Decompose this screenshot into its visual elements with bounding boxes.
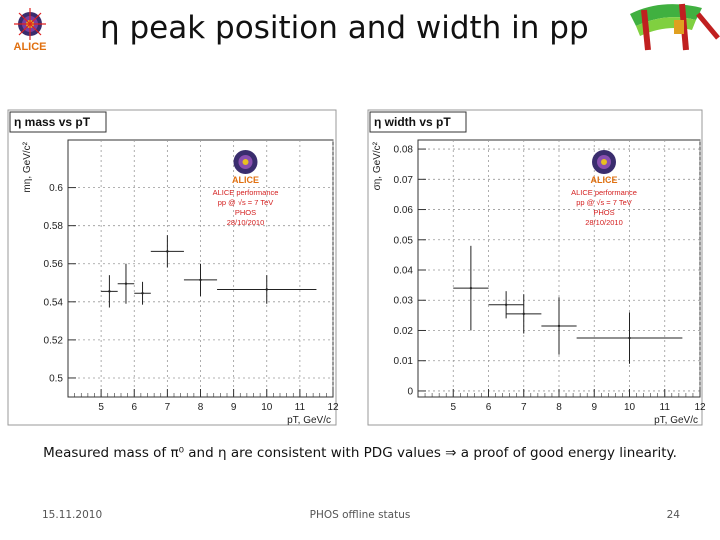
x-tick-label: 8 — [198, 402, 204, 413]
data-point — [124, 282, 128, 285]
x-tick-label: 5 — [98, 402, 104, 413]
y-tick-label: 0.6 — [49, 183, 63, 194]
eta-mass-chart: 5 6 7 8 9 10 11 12 0.5 0.52 0.54 0.56 0.58 0.6 η mass … — [7, 109, 339, 426]
y-tick-label: 0.52 — [44, 335, 64, 346]
data-point — [199, 278, 202, 282]
chart-title: η width vs pT — [374, 115, 451, 129]
x-tick-label: 6 — [486, 402, 492, 413]
watermark-text-line: PHOS — [235, 208, 256, 217]
data-point — [504, 303, 508, 306]
x-tick-label: 12 — [694, 402, 706, 413]
x-tick-label: 5 — [450, 402, 456, 413]
data-point — [557, 324, 561, 328]
y-tick-label: 0.04 — [394, 266, 414, 277]
footer-date: 15.11.2010 — [42, 509, 103, 521]
y-tick-label: 0 — [407, 386, 413, 397]
y-tick-label: 0.05 — [394, 235, 414, 246]
plot-area — [417, 139, 701, 398]
alice-logo-text: ALICE — [14, 41, 47, 52]
y-tick-label: 0.08 — [394, 145, 414, 156]
data-point — [522, 312, 525, 316]
x-tick-label: 11 — [660, 402, 671, 413]
x-axis-label: pT, GeV/c — [287, 415, 331, 426]
watermark-text-line: pp @ √s = 7 TeV — [218, 198, 274, 207]
eta-width-chart: 5 6 7 8 9 10 11 12 0 0.01 0.02 0.03 0.04 0.05 0.06 0.07… — [367, 109, 706, 426]
y-tick-label: 0.01 — [394, 356, 414, 367]
watermark-logo-core — [242, 159, 249, 165]
y-axis-label: ση, GeV/c² — [372, 141, 383, 190]
watermark-logo-core — [601, 159, 607, 165]
chart-title-box — [9, 111, 107, 133]
x-tick-label: 9 — [231, 402, 237, 413]
x-tick-label: 10 — [624, 402, 636, 413]
slide-title: η peak position and width in pp — [100, 10, 589, 46]
y-tick-label: 0.03 — [394, 296, 414, 307]
watermark-text-line: pp @ √s = 7 TeV — [576, 198, 632, 207]
x-tick-label: 7 — [521, 402, 527, 413]
y-tick-label: 0.58 — [44, 221, 64, 232]
x-tick-label: 10 — [261, 402, 273, 413]
detector-graphic-icon — [630, 3, 720, 51]
data-point — [166, 250, 169, 253]
x-tick-label: 12 — [327, 402, 339, 413]
x-tick-label: 11 — [295, 402, 306, 413]
y-tick-label: 0.02 — [394, 326, 414, 337]
chart-title: η mass vs pT — [14, 115, 91, 129]
y-tick-label: 0.5 — [49, 373, 63, 384]
data-point — [628, 336, 631, 340]
watermark-logo-text: ALICE — [591, 175, 618, 185]
data-point — [141, 292, 144, 295]
y-tick-label: 0.06 — [394, 205, 414, 216]
y-axis-label: mη, GeV/c² — [22, 141, 33, 192]
watermark-text-line: 28/10/2010 — [227, 218, 265, 227]
data-point — [265, 288, 268, 291]
footer-title: PHOS offline status — [309, 509, 411, 521]
x-axis-label: pT, GeV/c — [654, 415, 698, 426]
data-point — [469, 286, 473, 290]
data-point — [108, 290, 111, 293]
watermark-text-line: PHOS — [593, 208, 614, 217]
page-number: 24 — [666, 509, 680, 521]
watermark-logo-text: ALICE — [232, 175, 259, 185]
slide-caption: Measured mass of π⁰ and η are consistent… — [43, 445, 677, 461]
x-tick-label: 8 — [556, 402, 562, 413]
chart-title-box — [369, 111, 467, 133]
watermark-text-line: 28/10/2010 — [585, 218, 623, 227]
x-tick-label: 9 — [591, 402, 597, 413]
watermark-text-line: ALICE performance — [213, 188, 279, 197]
x-tick-label: 6 — [131, 402, 137, 413]
alice-logo-icon: ALICE — [14, 8, 47, 52]
watermark-text-line: ALICE performance — [571, 188, 637, 197]
x-tick-label: 7 — [165, 402, 171, 413]
y-tick-label: 0.07 — [394, 175, 414, 186]
y-tick-label: 0.56 — [44, 259, 64, 270]
y-tick-label: 0.54 — [44, 297, 64, 308]
